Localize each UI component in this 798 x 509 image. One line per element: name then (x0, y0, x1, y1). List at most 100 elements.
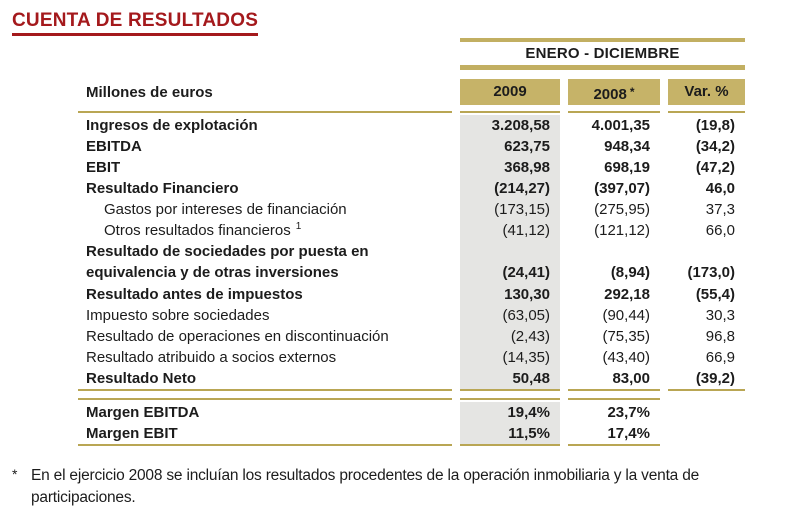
row-label: Resultado Financiero (86, 180, 239, 197)
table-row: EBITDA 623,75 948,34 (34,2) (78, 136, 798, 157)
margin-section-bottom-divider (78, 444, 798, 448)
rule-segment (568, 444, 660, 448)
value-2009: (173,15) (460, 199, 560, 220)
value-2008: (75,35) (602, 328, 650, 345)
row-label: Resultado de sociedades por puesta en eq… (86, 243, 369, 281)
column-header-2009: 2009 (460, 79, 560, 105)
row-label: Resultado atribuido a socios externos (86, 349, 337, 366)
value-var: 66,9 (705, 349, 735, 366)
value-2009: (41,12) (460, 220, 560, 241)
value-var: 66,0 (705, 222, 735, 239)
value-2008: (90,44) (602, 307, 650, 324)
value-2008: (43,40) (602, 349, 650, 366)
row-label: Otros resultados financieros 1 (78, 220, 452, 241)
column-header-2008-label: 2008 (593, 86, 627, 103)
value-2009: 623,75 (460, 136, 560, 157)
value-var: (47,2) (695, 159, 735, 176)
value-2009: 3.208,58 (460, 115, 560, 136)
rule-gap (668, 444, 745, 446)
value-2009: 11,5% (460, 423, 560, 444)
rule-segment (78, 398, 452, 402)
rule-segment (78, 111, 452, 115)
table-row: EBIT 368,98 698,19 (47,2) (78, 157, 798, 178)
row-label: Margen EBITDA (86, 404, 200, 421)
rule-segment (568, 398, 660, 402)
value-2009: 19,4% (460, 402, 560, 423)
value-var: (34,2) (695, 138, 735, 155)
spacer-cell (78, 38, 452, 70)
value-2009: 130,30 (460, 284, 560, 305)
table-row: Impuesto sobre sociedades (63,05) (90,44… (78, 305, 798, 326)
value-2009: (24,41) (460, 241, 560, 284)
table-row: Margen EBIT 11,5% 17,4% (78, 423, 798, 444)
table-row: Resultado Neto 50,48 83,00 (39,2) (78, 368, 798, 389)
column-header-row: Millones de euros 2009 2008 * Var. % (78, 79, 798, 105)
value-2008: (8,94) (610, 264, 650, 281)
value-var (668, 402, 745, 423)
unit-label: Millones de euros (86, 83, 213, 101)
row-label: Impuesto sobre sociedades (86, 307, 270, 324)
column-header-2008: 2008 * (568, 79, 660, 105)
value-var: 30,3 (705, 307, 735, 324)
table-row: Resultado de operaciones en discontinuac… (78, 326, 798, 347)
table-row: Margen EBITDA 19,4% 23,7% (78, 402, 798, 423)
value-2009: (2,43) (460, 326, 560, 347)
table-row: Resultado atribuido a socios externos (1… (78, 347, 798, 368)
footnote-asterisk: * (629, 85, 635, 99)
table-row: Ingresos de explotación 3.208,58 4.001,3… (78, 115, 798, 136)
row-label: Resultado Neto (86, 370, 197, 387)
rule-segment (78, 389, 452, 393)
period-header-row: ENERO - DICIEMBRE (78, 38, 798, 70)
footnote: * En el ejercicio 2008 se incluían los r… (12, 465, 798, 509)
value-2008: (275,95) (594, 201, 650, 218)
value-2008: (121,12) (594, 222, 650, 239)
column-header-var: Var. % (668, 79, 745, 105)
value-2009: (214,27) (460, 178, 560, 199)
value-2008: 4.001,35 (591, 117, 650, 134)
rule-segment (460, 398, 560, 402)
value-2008: 23,7% (607, 404, 650, 421)
row-label: Ingresos de explotación (86, 117, 258, 134)
value-2008: 948,34 (604, 138, 650, 155)
table-row: Resultado de sociedades por puesta en eq… (78, 241, 798, 284)
value-var: (55,4) (695, 286, 735, 303)
row-label: EBITDA (86, 138, 142, 155)
value-var: (39,2) (695, 370, 735, 387)
footnote-text: En el ejercicio 2008 se incluían los res… (31, 467, 700, 506)
value-var: (173,0) (687, 264, 735, 281)
margin-section-top-divider (78, 398, 798, 402)
row-label: EBIT (86, 159, 121, 176)
value-2008: 292,18 (604, 286, 650, 303)
value-var: 37,3 (705, 201, 735, 218)
period-header: ENERO - DICIEMBRE (460, 38, 745, 70)
value-2009: 368,98 (460, 157, 560, 178)
value-var: (19,8) (695, 117, 735, 134)
value-2009: 50,48 (460, 368, 560, 389)
footnote-marker: * (12, 466, 18, 482)
row-label: Resultado de operaciones en discontinuac… (86, 328, 389, 345)
value-2009: (14,35) (460, 347, 560, 368)
value-2009: (63,05) (460, 305, 560, 326)
rule-gap (668, 398, 745, 400)
rule-segment (568, 111, 660, 115)
table-row: Otros resultados financieros 1 (41,12) (1… (78, 220, 798, 241)
rule-segment (668, 111, 745, 115)
rule-segment (78, 444, 452, 448)
footnote-ref: 1 (295, 221, 302, 232)
value-var: 46,0 (705, 180, 735, 197)
value-2008: 698,19 (604, 159, 650, 176)
row-label: Margen EBIT (86, 425, 178, 442)
rule-segment (460, 444, 560, 448)
value-2008: 83,00 (612, 370, 650, 387)
value-2008: 17,4% (607, 425, 650, 442)
page-title: CUENTA DE RESULTADOS (12, 10, 259, 36)
rule-segment (460, 111, 560, 115)
rule-segment (668, 389, 745, 393)
net-result-divider (78, 389, 798, 393)
row-label: Resultado antes de impuestos (86, 286, 303, 303)
rule-segment (568, 389, 660, 393)
header-divider (78, 111, 798, 115)
table-row: Resultado Financiero (214,27) (397,07) 4… (78, 178, 798, 199)
value-var: 96,8 (705, 328, 735, 345)
